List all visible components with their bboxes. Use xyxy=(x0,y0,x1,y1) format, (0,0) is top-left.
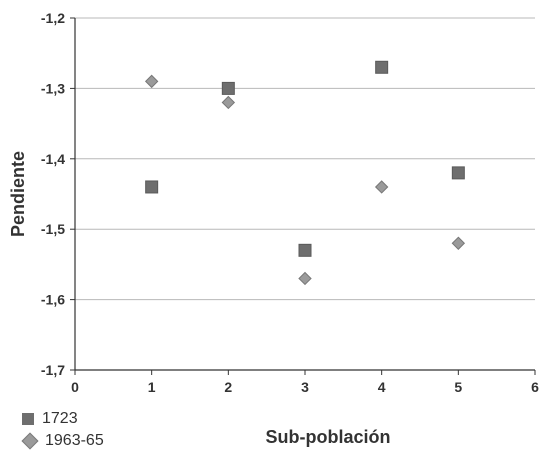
legend-item-1723: 1723 xyxy=(22,408,104,430)
data-points xyxy=(144,60,466,286)
x-tick-label: 2 xyxy=(224,379,232,395)
square-marker-icon xyxy=(22,413,34,425)
legend-label: 1723 xyxy=(42,410,78,427)
y-axis-label: Pendiente xyxy=(8,151,28,237)
y-tick-label: -1,5 xyxy=(41,221,65,237)
data-point-1963-65 xyxy=(451,236,466,250)
x-tick-label: 1 xyxy=(148,379,156,395)
x-tick-label: 6 xyxy=(531,379,539,395)
axes xyxy=(70,17,536,375)
x-tick-label: 5 xyxy=(454,379,462,395)
legend-item-1963-65: 1963-65 xyxy=(21,430,104,452)
x-tick-label: 4 xyxy=(378,379,386,395)
legend-label: 1963-65 xyxy=(45,432,104,449)
diamond-marker-icon xyxy=(21,432,39,450)
data-point-1723 xyxy=(298,243,312,257)
x-tick-label: 3 xyxy=(301,379,309,395)
y-tick-labels: -1,2 -1,3 -1,4 -1,5 -1,6 -1,7 xyxy=(41,10,65,378)
data-point-1723 xyxy=(451,166,465,180)
y-tick-label: -1,2 xyxy=(41,10,65,26)
x-tick-labels: 0 1 2 3 4 5 6 xyxy=(71,379,539,395)
data-point-1963-65 xyxy=(298,271,312,286)
data-point-1963-65 xyxy=(374,180,389,194)
data-point-1723 xyxy=(221,81,235,95)
y-tick-label: -1,4 xyxy=(41,151,65,167)
data-point-1723 xyxy=(145,180,159,194)
y-tick-label: -1,6 xyxy=(41,292,65,308)
gridlines xyxy=(75,17,535,301)
y-tick-label: -1,3 xyxy=(41,80,65,96)
data-point-1723 xyxy=(375,60,389,74)
data-point-1963-65 xyxy=(221,95,236,110)
legend: 1723 1963-65 xyxy=(21,408,104,452)
x-tick-label: 0 xyxy=(71,379,79,395)
data-point-1963-65 xyxy=(144,74,159,89)
y-tick-label: -1,7 xyxy=(41,362,65,378)
x-axis-label: Sub-población xyxy=(266,427,391,447)
